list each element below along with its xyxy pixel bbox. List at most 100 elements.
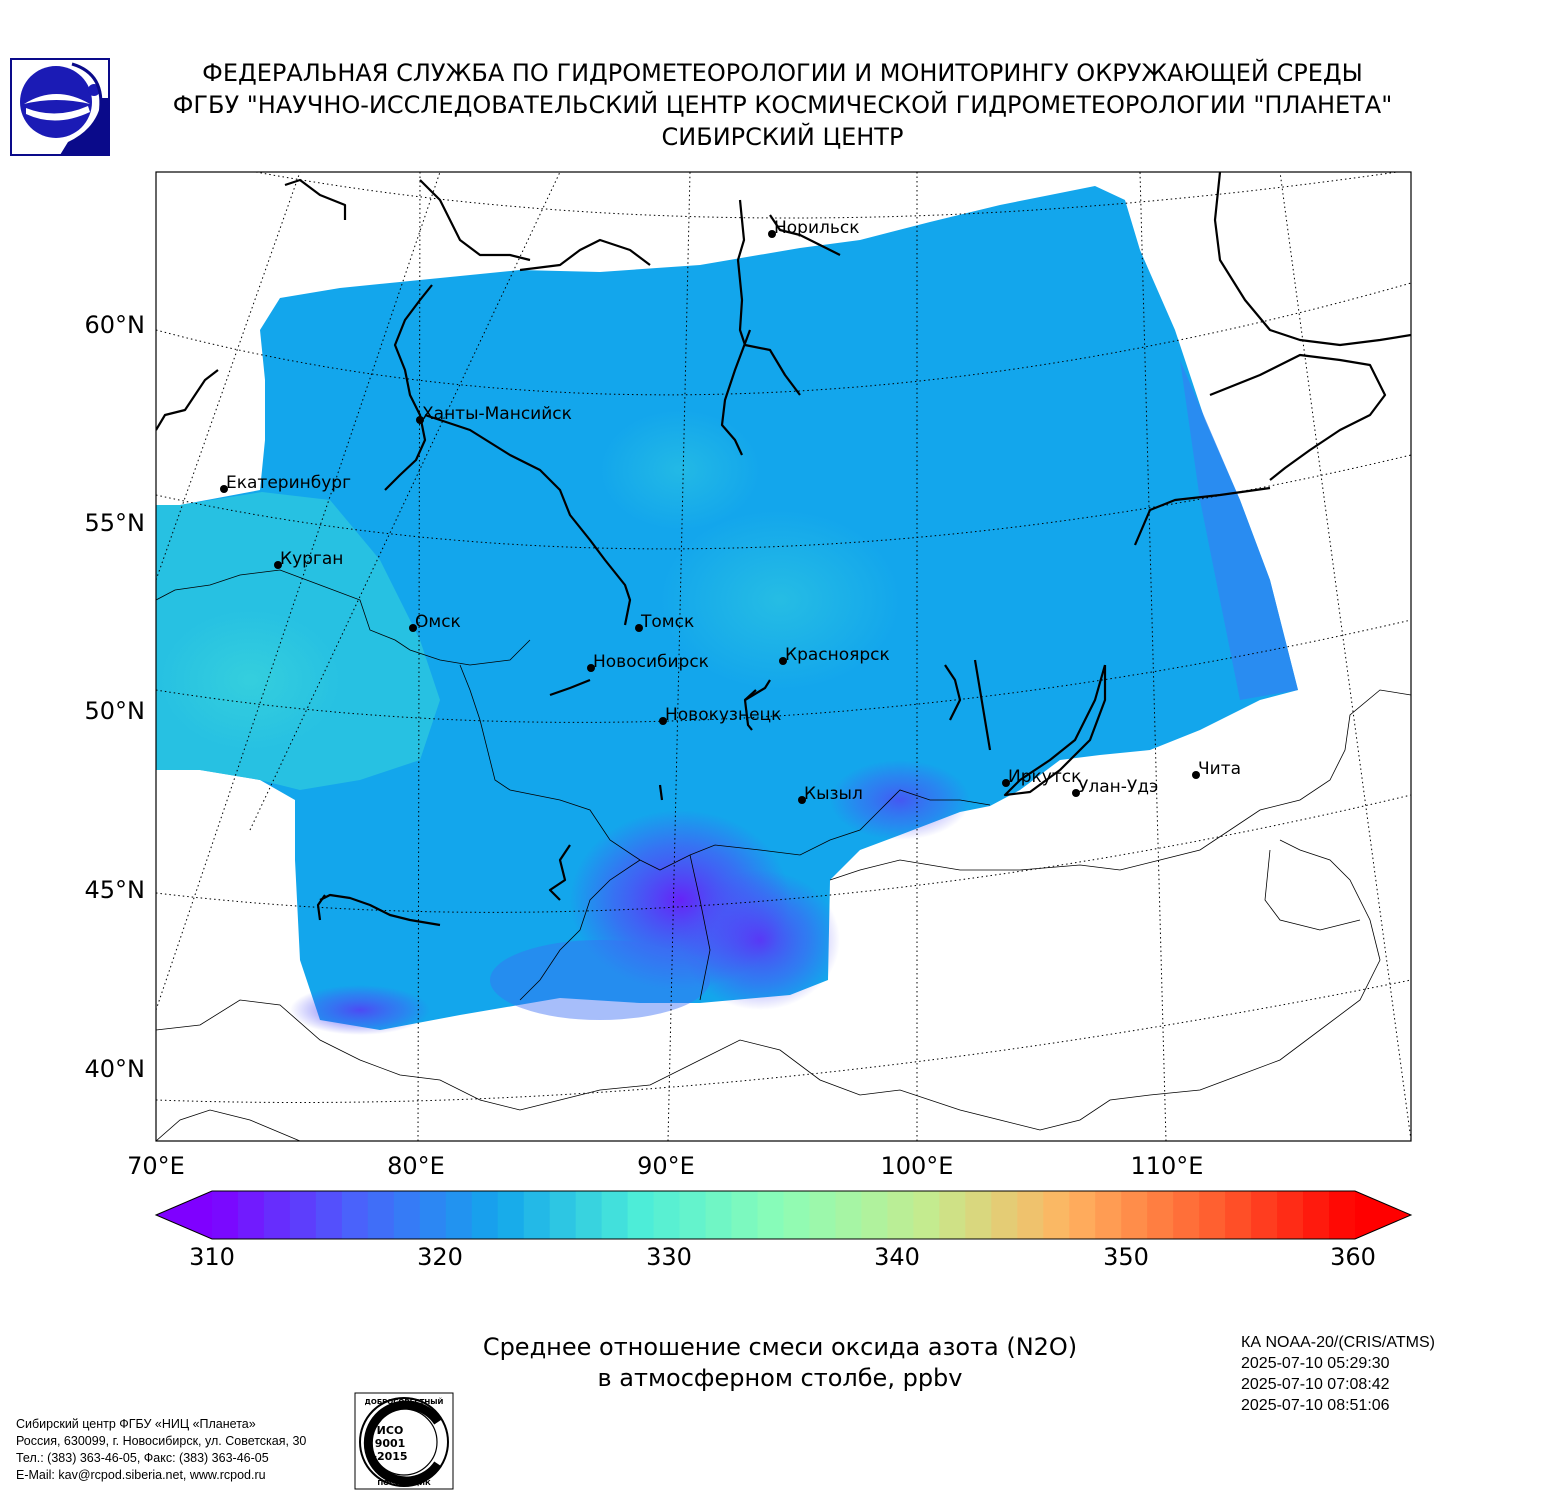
colorbar-outline: [154, 1190, 1413, 1240]
colorbar-segment: [1095, 1191, 1122, 1239]
colorbar-segment: [523, 1191, 551, 1239]
city-dot: [416, 416, 424, 424]
city-label: Норильск: [774, 218, 860, 238]
pass-time-1: 2025-07-10 05:29:30: [1241, 1355, 1390, 1372]
colorbar-segment: [731, 1191, 759, 1239]
colorbar-segment: [1121, 1191, 1148, 1239]
lat-label-40: 40°N: [84, 1055, 146, 1083]
city-label: Курган: [280, 549, 343, 569]
iso-stamp-l1: ИСО: [377, 1424, 404, 1437]
city-label: Чита: [1198, 759, 1241, 779]
colorbar-segment: [549, 1191, 577, 1239]
footer-org: Сибирский центр ФГБУ «НИЦ «Планета»: [16, 1417, 256, 1431]
lon-label-70: 70°E: [127, 1152, 185, 1180]
city-dot: [220, 485, 228, 493]
lat-label-50: 50°N: [84, 697, 146, 725]
lon-label-80: 80°E: [387, 1152, 445, 1180]
header-line-3: СИБИРСКИЙ ЦЕНТР: [661, 123, 904, 151]
iso-stamp-bottom: ПОСТАВЩИК: [377, 1479, 431, 1487]
colorbar-segment: [653, 1191, 681, 1239]
header-line-1: ФЕДЕРАЛЬНАЯ СЛУЖБА ПО ГИДРОМЕТЕОРОЛОГИИ …: [202, 59, 1363, 87]
iso-stamp-top: ДОБРОСОВЕСТНЫЙ: [365, 1397, 444, 1406]
colorbar: [154, 1190, 1413, 1240]
colorbar-tick-360: 360: [1330, 1243, 1376, 1271]
colorbar-segment: [601, 1191, 629, 1239]
caption-line-2: в атмосферном столбе, ppbv: [597, 1364, 963, 1392]
header-line-2: ФГБУ "НАУЧНО-ИССЛЕДОВАТЕЛЬСКИЙ ЦЕНТР КОС…: [172, 91, 1393, 119]
colorbar-segment: [263, 1191, 291, 1239]
colorbar-tick-320: 320: [417, 1243, 463, 1271]
city-dot: [587, 664, 595, 672]
city-label: Красноярск: [785, 645, 890, 665]
colorbar-segment: [1329, 1191, 1356, 1239]
city-dot: [798, 796, 806, 804]
colorbar-segment: [341, 1191, 369, 1239]
city-dot: [1192, 771, 1200, 779]
colorbar-segment: [887, 1191, 914, 1239]
city-label: Екатеринбург: [226, 473, 351, 493]
colorbar-segment: [913, 1191, 940, 1239]
colorbar-tick-350: 350: [1103, 1243, 1149, 1271]
colorbar-segment: [1251, 1191, 1278, 1239]
colorbar-segment: [679, 1191, 707, 1239]
city-label: Улан-Удэ: [1078, 777, 1158, 797]
iso-stamp-l2: 9001: [375, 1437, 406, 1450]
colorbar-segment: [705, 1191, 733, 1239]
colorbar-segment: [991, 1191, 1018, 1239]
caption-line-1: Среднее отношение смеси оксида азота (N2…: [482, 1333, 1078, 1361]
colorbar-segment: [939, 1191, 966, 1239]
colorbar-segment: [627, 1191, 655, 1239]
colorbar-segment: [367, 1191, 395, 1239]
colorbar-segment: [861, 1191, 889, 1239]
colorbar-segment: [1069, 1191, 1096, 1239]
lon-label-100: 100°E: [880, 1152, 954, 1180]
lat-label-45: 45°N: [84, 876, 146, 904]
colorbar-segment: [575, 1191, 603, 1239]
footer-address: Россия, 630099, г. Новосибирск, ул. Сове…: [16, 1434, 307, 1448]
colorbar-segment: [783, 1191, 811, 1239]
colorbar-tick-310: 310: [189, 1243, 235, 1271]
city-label: Иркутск: [1008, 767, 1081, 787]
city-dot: [779, 657, 787, 665]
colorbar-segment: [471, 1191, 499, 1239]
pass-time-3: 2025-07-10 08:51:06: [1241, 1397, 1390, 1414]
colorbar-segment: [1147, 1191, 1174, 1239]
colorbar-segment: [1277, 1191, 1304, 1239]
city-dot: [409, 624, 417, 632]
colorbar-segment: [315, 1191, 343, 1239]
colorbar-segment: [835, 1191, 863, 1239]
city-dot: [635, 624, 643, 632]
city-label: Ханты-Мансийск: [422, 404, 572, 424]
colorbar-segment: [757, 1191, 785, 1239]
footer-email: E-Mail: kav@rcpod.siberia.net, www.rcpod…: [16, 1468, 266, 1482]
colorbar-segment: [1199, 1191, 1226, 1239]
rivers-and-coasts: [156, 172, 1411, 927]
colorbar-high-extension: [1355, 1191, 1411, 1239]
city-label: Кызыл: [804, 784, 863, 804]
city-label: Томск: [640, 612, 694, 632]
lon-label-110: 110°E: [1130, 1152, 1204, 1180]
city-dot: [1072, 789, 1080, 797]
satellite-name: КА NOAA-20/(CRIS/ATMS): [1241, 1334, 1435, 1351]
colorbar-segment: [1017, 1191, 1044, 1239]
colorbar-segment: [393, 1191, 421, 1239]
city-label: Новосибирск: [593, 652, 709, 672]
colorbar-segment: [419, 1191, 447, 1239]
city-label: Омск: [415, 612, 461, 632]
colorbar-tick-330: 330: [646, 1243, 692, 1271]
iso-9001-stamp: ДОБРОСОВЕСТНЫЙ ПОСТАВЩИК ИСО 9001 -2015: [354, 1392, 454, 1490]
colorbar-segment: [497, 1191, 525, 1239]
longitude-gridlines: [156, 172, 1411, 1141]
colorbar-segment: [237, 1191, 265, 1239]
colorbar-low-extension: [156, 1191, 212, 1239]
colorbar-segment: [1225, 1191, 1252, 1239]
iso-stamp-l3: -2015: [372, 1450, 407, 1463]
colorbar-segment: [212, 1191, 239, 1239]
city-dot: [659, 717, 667, 725]
colorbar-segment: [1303, 1191, 1330, 1239]
lon-label-90: 90°E: [637, 1152, 695, 1180]
colorbar-segment: [445, 1191, 473, 1239]
country-borders: [156, 569, 1411, 1141]
colorbar-segment: [1043, 1191, 1070, 1239]
